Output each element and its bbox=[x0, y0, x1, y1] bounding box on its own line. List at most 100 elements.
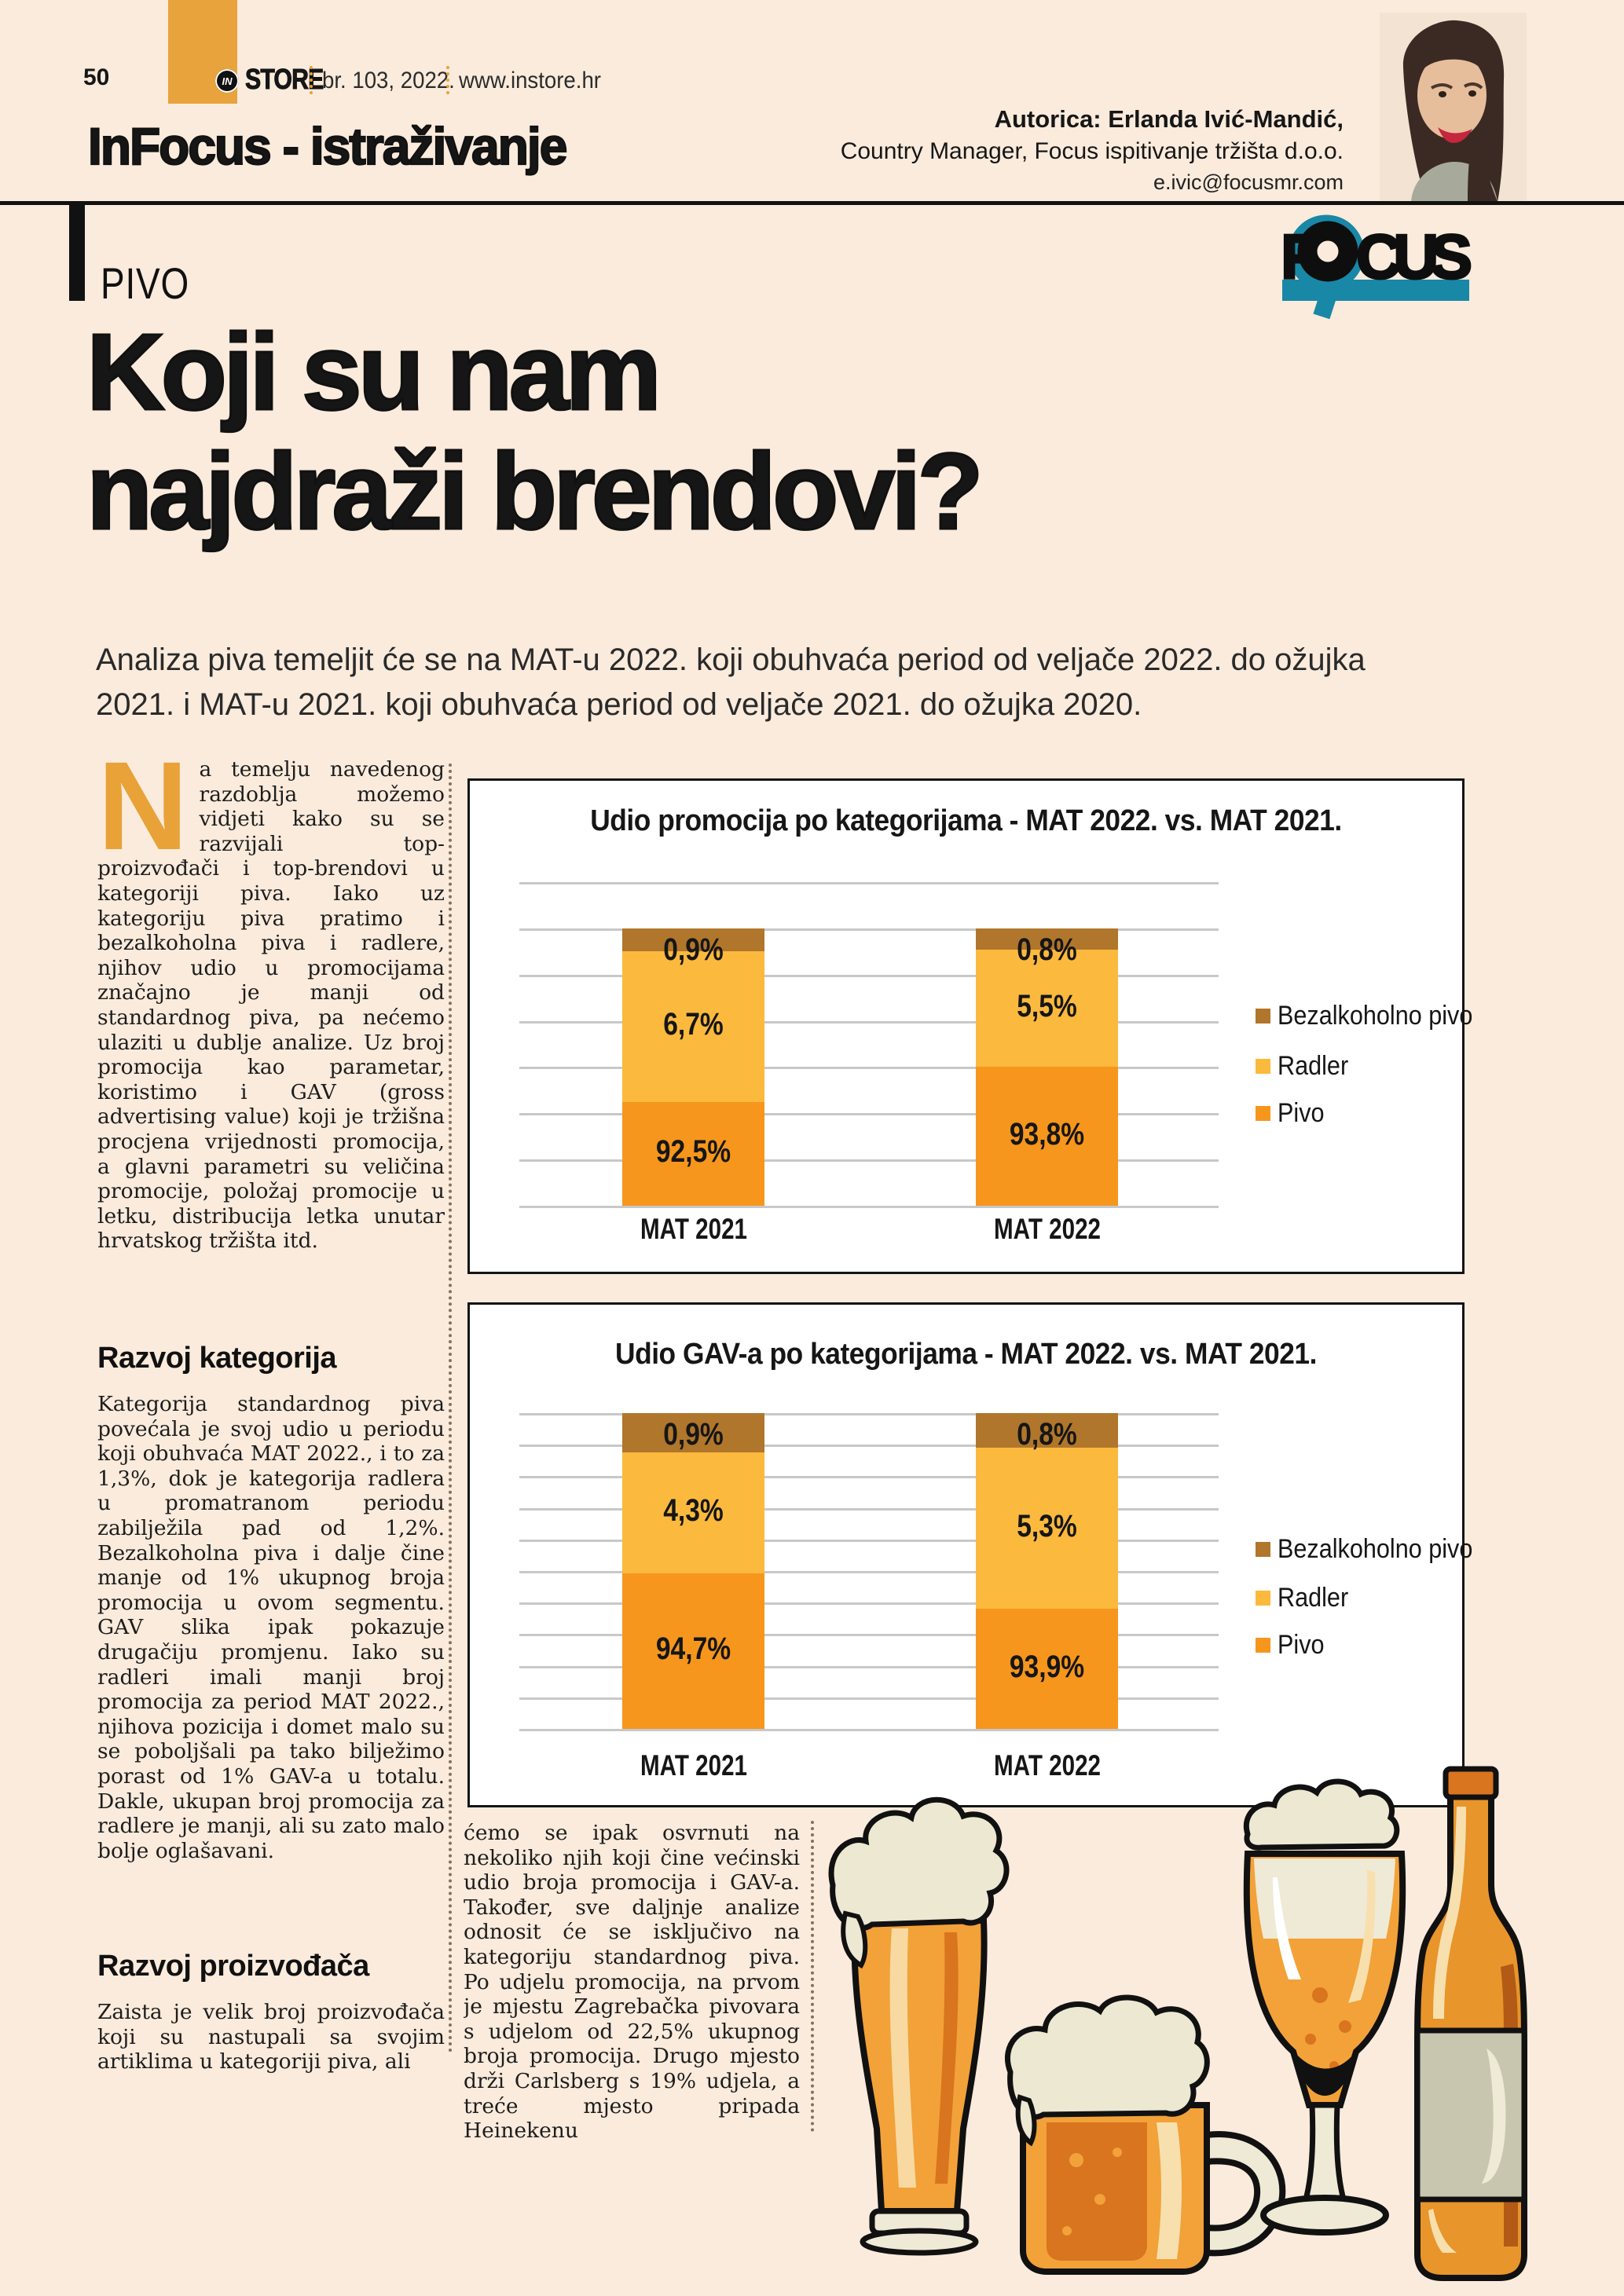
legend-swatch-icon bbox=[1256, 1542, 1270, 1557]
legend-label: Pivo bbox=[1278, 1098, 1325, 1128]
chart-gridline bbox=[519, 1159, 1219, 1162]
bar-segment-radler bbox=[622, 951, 764, 1102]
bar-value-label: 5,5% bbox=[1017, 988, 1077, 1023]
header-dotted-separator bbox=[310, 66, 313, 94]
x-axis-category-label: MAT 2021 bbox=[640, 1749, 747, 1782]
subheading-razvoj-proizvodaca: Razvoj proizvođača bbox=[97, 1950, 369, 1983]
category-bar bbox=[69, 202, 85, 301]
chart-gridline bbox=[519, 1729, 1219, 1731]
bar-value-label: 0,8% bbox=[1017, 932, 1077, 967]
bar-segment-bezalkoholno-pivo bbox=[976, 928, 1118, 950]
article-paragraph-3: Zaista je velik broj proizvođača koji su… bbox=[97, 2000, 445, 2074]
bar-value-label: 93,8% bbox=[1009, 1116, 1085, 1152]
column-divider-dotted bbox=[811, 1821, 814, 2132]
bar-value-label: 93,9% bbox=[1009, 1649, 1085, 1684]
author-email[interactable]: e.ivic@focusmr.com bbox=[1153, 170, 1344, 194]
column-divider-dotted bbox=[449, 764, 452, 2053]
bar-segment-pivo bbox=[622, 1102, 764, 1206]
chart-gridline bbox=[519, 1602, 1219, 1605]
legend-label: Radler bbox=[1278, 1051, 1349, 1081]
tulip-glass-icon bbox=[1243, 1778, 1406, 2236]
instore-logo-icon: IN bbox=[215, 69, 239, 93]
chart-gridline bbox=[519, 1476, 1219, 1478]
legend-swatch-icon bbox=[1256, 1106, 1270, 1121]
headline-line1: Koji su nam bbox=[86, 312, 663, 434]
chart-gav-share: Udio GAV-a po kategorijama - MAT 2022. v… bbox=[467, 1302, 1472, 1807]
legend-label: Radler bbox=[1278, 1583, 1349, 1613]
chart-title: Udio promocija po kategorijama - MAT 202… bbox=[590, 804, 1342, 837]
legend-swatch-icon bbox=[1256, 1638, 1270, 1653]
beer-glasses-illustration bbox=[828, 1766, 1527, 2281]
bar-segment-radler bbox=[622, 1452, 764, 1573]
bar-value-label: 4,3% bbox=[663, 1493, 724, 1528]
headline: Koji su nam najdraži brendovi? bbox=[86, 312, 985, 553]
author-photo bbox=[1380, 13, 1527, 202]
subheading-razvoj-kategorija: Razvoj kategorija bbox=[97, 1342, 337, 1375]
pilsner-glass-icon bbox=[828, 1796, 1010, 2256]
legend-label: Bezalkoholno pivo bbox=[1278, 1534, 1473, 1564]
bar-segment-bezalkoholno-pivo bbox=[622, 928, 764, 951]
header-dotted-separator bbox=[446, 66, 449, 94]
bar-segment-radler bbox=[976, 950, 1118, 1067]
chart-gridline bbox=[519, 1571, 1219, 1573]
chart-gridline bbox=[519, 975, 1219, 977]
legend-item: Pivo bbox=[1256, 1630, 1329, 1661]
chart-gridline bbox=[519, 1206, 1219, 1208]
chart-gridline bbox=[519, 1666, 1219, 1668]
article-paragraph-2: Kategorija standardnog piva povećala je … bbox=[97, 1392, 445, 1863]
legend-item: Pivo bbox=[1256, 1098, 1329, 1129]
bar-value-label: 92,5% bbox=[655, 1134, 731, 1169]
author-role: Country Manager, Focus ispitivanje tržiš… bbox=[840, 138, 1344, 164]
x-axis-category-label: MAT 2022 bbox=[993, 1749, 1101, 1782]
chart-gridline bbox=[519, 1021, 1219, 1023]
legend-swatch-icon bbox=[1256, 1591, 1270, 1606]
bar-segment-radler bbox=[976, 1448, 1118, 1609]
chart-gridline bbox=[519, 1445, 1219, 1447]
category-label: PIVO bbox=[101, 258, 190, 308]
article-paragraph-4: ćemo se ipak osvrnuti na nekoliko njih k… bbox=[464, 1821, 800, 2144]
bar-value-label: 6,7% bbox=[663, 1007, 724, 1042]
bar-value-label: 5,3% bbox=[1017, 1508, 1077, 1543]
issue-number: br. 103, 2022. bbox=[322, 68, 455, 93]
beer-bottle-icon bbox=[1414, 1766, 1527, 2281]
chart-promotions-share: Udio promocija po kategorijama - MAT 202… bbox=[467, 778, 1472, 1274]
legend-item: Radler bbox=[1256, 1051, 1356, 1082]
beer-mug-icon bbox=[1004, 1994, 1286, 2275]
bar-value-label: 0,9% bbox=[663, 1417, 724, 1452]
legend-item: Radler bbox=[1256, 1583, 1356, 1613]
chart-gridline bbox=[519, 882, 1219, 884]
chart-gridline bbox=[519, 1540, 1219, 1542]
legend-item: Bezalkoholno pivo bbox=[1256, 1001, 1494, 1031]
chart-gridline bbox=[519, 928, 1219, 931]
chart-gridline bbox=[519, 1508, 1219, 1511]
chart-gridline bbox=[519, 1113, 1219, 1115]
lead-paragraph: Analiza piva temeljit će se na MAT-u 202… bbox=[96, 643, 1366, 722]
legend-swatch-icon bbox=[1256, 1009, 1270, 1023]
drop-cap: N bbox=[97, 757, 189, 876]
chart-gridline bbox=[519, 1697, 1219, 1700]
header-rule bbox=[0, 201, 1624, 205]
bar-segment-pivo bbox=[622, 1573, 764, 1729]
bar-value-label: 0,9% bbox=[663, 932, 724, 967]
bar-segment-bezalkoholno-pivo bbox=[976, 1413, 1118, 1448]
bar-segment-pivo bbox=[976, 1609, 1118, 1729]
author-name: Autorica: Erlanda Ivić-Mandić, bbox=[994, 105, 1344, 133]
bar-value-label: 0,8% bbox=[1017, 1417, 1077, 1452]
website-link[interactable]: www.instore.hr bbox=[459, 68, 601, 93]
page-number: 50 bbox=[83, 64, 110, 90]
chart-gridline bbox=[519, 1413, 1219, 1415]
legend-item: Bezalkoholno pivo bbox=[1256, 1534, 1494, 1565]
author-block: Autorica: Erlanda Ivić-Mandić, Country M… bbox=[676, 107, 1344, 193]
bar-segment-pivo bbox=[976, 1067, 1118, 1206]
headline-line2: najdraži brendovi? bbox=[86, 431, 985, 553]
focus-logo: F CUS bbox=[1280, 214, 1474, 319]
svg-text:CUS: CUS bbox=[1356, 222, 1472, 291]
chart-gridline bbox=[519, 1634, 1219, 1636]
x-axis-category-label: MAT 2021 bbox=[640, 1213, 747, 1245]
legend-swatch-icon bbox=[1256, 1059, 1270, 1074]
legend-label: Bezalkoholno pivo bbox=[1278, 1001, 1473, 1031]
chart-gridline bbox=[519, 1067, 1219, 1069]
bar-value-label: 94,7% bbox=[655, 1631, 731, 1666]
